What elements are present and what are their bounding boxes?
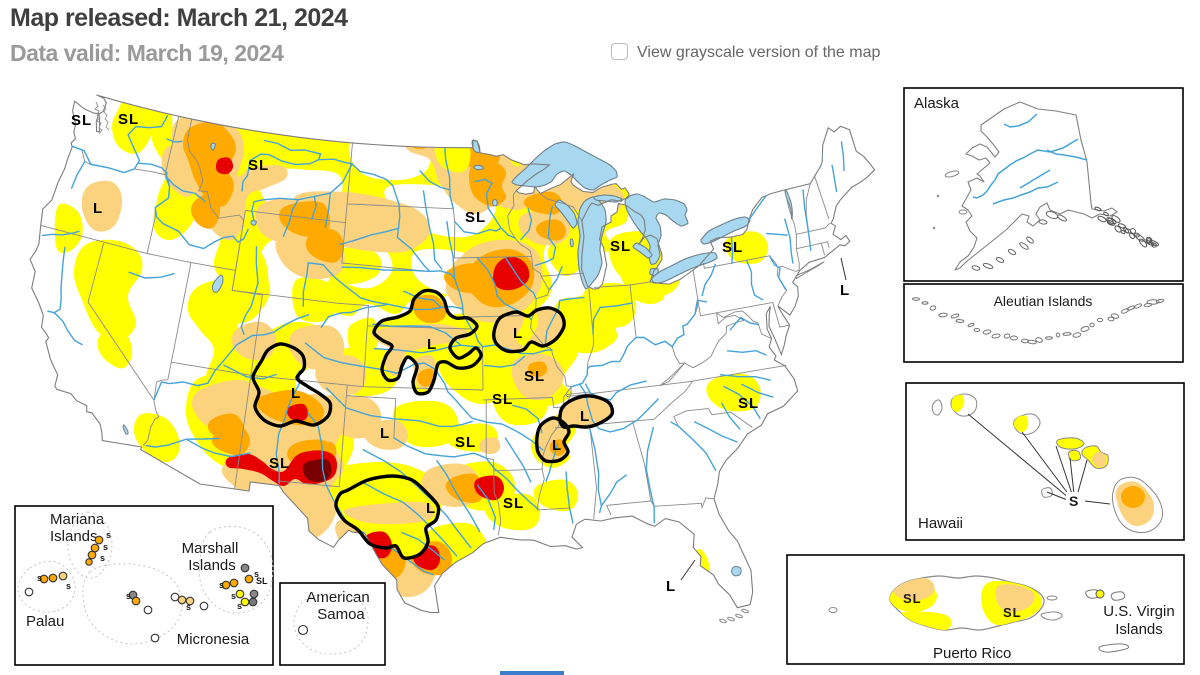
svg-text:s: s	[37, 573, 42, 583]
svg-text:Mariana: Mariana	[50, 511, 105, 528]
svg-text:s: s	[231, 591, 236, 601]
svg-text:Islands: Islands	[188, 557, 236, 574]
svg-text:s: s	[103, 542, 108, 552]
svg-text:s: s	[219, 580, 224, 590]
svg-text:L: L	[552, 437, 562, 454]
svg-text:s: s	[106, 530, 111, 540]
svg-text:s: s	[254, 569, 259, 579]
svg-text:L: L	[427, 336, 437, 353]
svg-text:U.S. Virgin: U.S. Virgin	[1103, 603, 1174, 620]
svg-text:SL: SL	[722, 239, 743, 256]
svg-text:SL: SL	[903, 591, 922, 606]
svg-text:Hawaii: Hawaii	[918, 515, 963, 532]
svg-text:L: L	[291, 385, 301, 402]
svg-text:Islands: Islands	[1115, 621, 1163, 638]
svg-text:Marshall: Marshall	[182, 540, 239, 557]
svg-text:Puerto Rico: Puerto Rico	[933, 645, 1011, 662]
svg-text:Micronesia: Micronesia	[177, 631, 250, 648]
svg-text:s: s	[126, 591, 131, 601]
svg-text:Samoa: Samoa	[317, 606, 365, 623]
svg-text:L: L	[93, 200, 103, 217]
svg-text:SL: SL	[455, 434, 476, 451]
svg-text:SL: SL	[503, 495, 524, 512]
svg-text:L: L	[580, 408, 590, 425]
svg-text:Aleutian Islands: Aleutian Islands	[994, 293, 1093, 309]
svg-text:L: L	[426, 500, 436, 517]
svg-text:SL: SL	[524, 368, 545, 385]
svg-text:SL: SL	[256, 576, 268, 586]
svg-text:SL: SL	[269, 455, 290, 472]
svg-text:Palau: Palau	[26, 613, 64, 630]
svg-text:SL: SL	[610, 238, 631, 255]
svg-text:SL: SL	[492, 391, 513, 408]
svg-text:S: S	[1069, 493, 1078, 509]
svg-text:L: L	[513, 325, 523, 342]
svg-text:L: L	[666, 578, 676, 595]
svg-text:L: L	[380, 425, 390, 442]
svg-text:SL: SL	[248, 157, 269, 174]
svg-text:SL: SL	[1003, 605, 1022, 620]
svg-text:s: s	[186, 602, 191, 612]
svg-text:s: s	[100, 553, 105, 563]
svg-text:s: s	[237, 601, 242, 611]
svg-text:SL: SL	[71, 112, 92, 129]
svg-text:SL: SL	[465, 209, 486, 226]
svg-text:Alaska: Alaska	[914, 95, 960, 112]
svg-text:American: American	[306, 589, 369, 606]
svg-text:Islands: Islands	[50, 528, 98, 545]
svg-text:L: L	[840, 282, 850, 299]
svg-text:SL: SL	[738, 395, 759, 412]
svg-text:SL: SL	[118, 111, 139, 128]
svg-text:s: s	[66, 581, 71, 591]
